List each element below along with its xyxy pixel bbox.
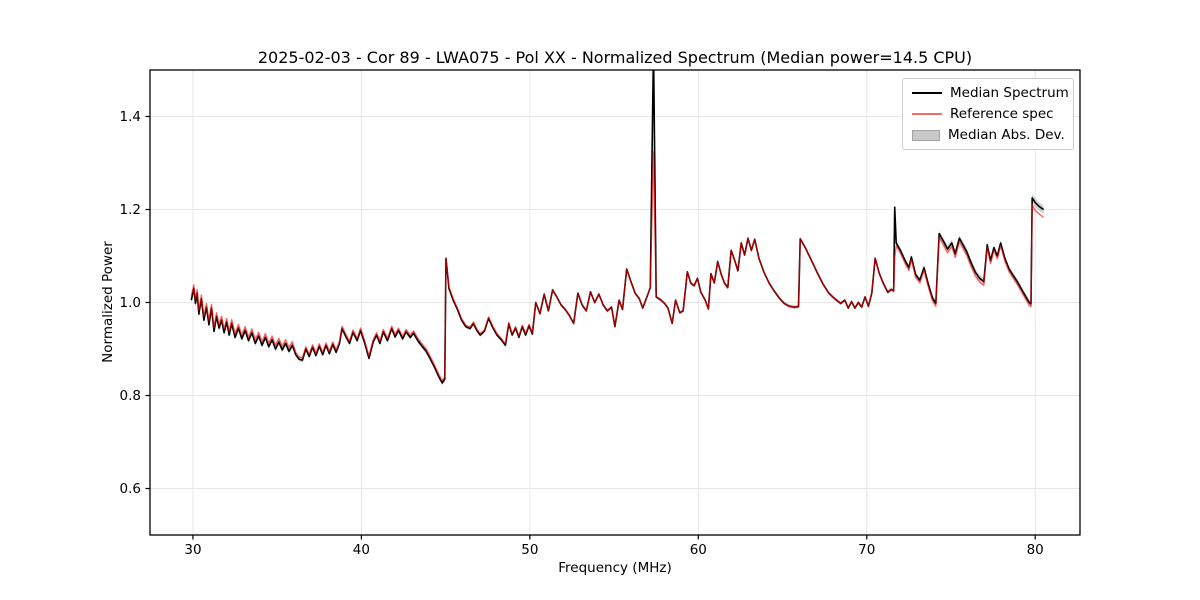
legend-item-median-abs-dev: Median Abs. Dev.: [912, 127, 1065, 143]
x-tick-label: 70: [858, 542, 875, 558]
x-axis-label: Frequency (MHz): [558, 560, 672, 576]
y-tick-label: 1.0: [120, 295, 141, 311]
reference-line-swatch: [912, 112, 942, 116]
x-tick-label: 50: [521, 542, 538, 558]
median-line-swatch: [912, 91, 942, 95]
x-tick-label: 60: [690, 542, 707, 558]
y-axis-label: Normalized Power: [100, 241, 116, 363]
legend-label-median: Median Spectrum: [950, 85, 1069, 101]
reference-spec-line: [190, 151, 1045, 382]
y-tick-label: 0.6: [120, 481, 141, 497]
x-tick-label: 40: [353, 542, 370, 558]
legend-label-mad: Median Abs. Dev.: [948, 127, 1065, 143]
legend-label-reference: Reference spec: [950, 106, 1054, 122]
legend: Median Spectrum Reference spec Median Ab…: [902, 78, 1074, 150]
y-tick-label: 1.4: [120, 109, 141, 125]
legend-item-reference-spec: Reference spec: [912, 106, 1064, 122]
chart-title: 2025-02-03 - Cor 89 - LWA075 - Pol XX - …: [257, 48, 973, 67]
legend-item-median-spectrum: Median Spectrum: [912, 85, 1069, 101]
x-tick-label: 80: [1027, 542, 1044, 558]
y-tick-label: 1.2: [120, 202, 141, 218]
y-tick-label: 0.8: [120, 388, 141, 404]
mad-band-swatch: [912, 129, 940, 141]
x-tick-label: 30: [184, 542, 201, 558]
